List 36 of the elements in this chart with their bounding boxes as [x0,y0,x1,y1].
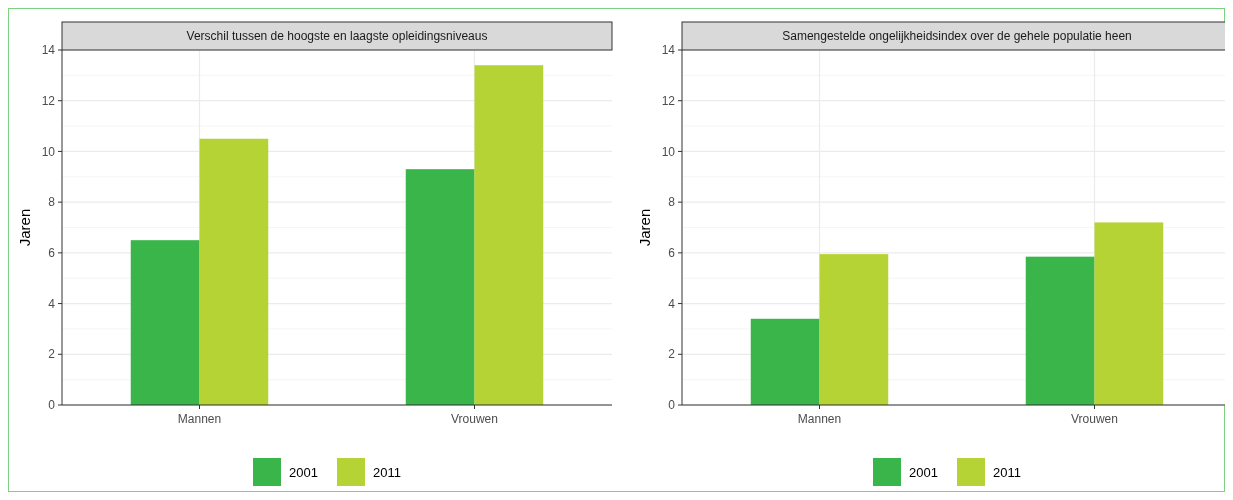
y-tick-label: 12 [41,93,56,108]
y-tick-label: 4 [48,296,56,311]
y-tick-label: 12 [661,93,676,108]
y-tick-label: 0 [48,398,56,413]
y-tick-label: 6 [48,246,56,261]
bar [819,254,889,405]
legend-label: 2011 [993,464,1021,480]
bar [130,240,200,405]
bar [405,169,475,405]
bar [1094,222,1164,405]
y-tick-label: 14 [41,43,56,58]
y-tick-label: 2 [668,347,676,362]
y-tick-label: 6 [668,246,676,261]
x-tick-label: Vrouwen [1071,412,1118,426]
bar [750,318,820,405]
y-tick-label: 0 [668,398,676,413]
y-tick-label: 2 [48,347,56,362]
chart-title: Verschil tussen de hoogste en laagste opleidingsniveaus [186,29,488,44]
y-tick-label: 8 [668,195,676,210]
legend-label: 2001 [289,464,318,480]
bar [474,65,544,405]
bar [1025,256,1095,405]
x-tick-label: Mannen [797,412,842,426]
legend-label: 2001 [909,464,938,480]
y-tick-label: 8 [48,195,56,210]
y-axis-title: Jaren [636,208,653,247]
chart-title: Samengestelde ongelijkheidsindex over de gehele populatie heen [782,29,1132,44]
bar [199,138,269,405]
y-tick-label: 14 [661,43,676,58]
legend-label: 2011 [373,464,401,480]
y-tick-label: 10 [41,144,56,159]
y-tick-label: 10 [661,144,676,159]
y-tick-label: 4 [668,296,676,311]
y-axis-title: Jaren [16,208,33,247]
x-tick-label: Vrouwen [451,412,498,426]
x-tick-label: Mannen [177,412,222,426]
